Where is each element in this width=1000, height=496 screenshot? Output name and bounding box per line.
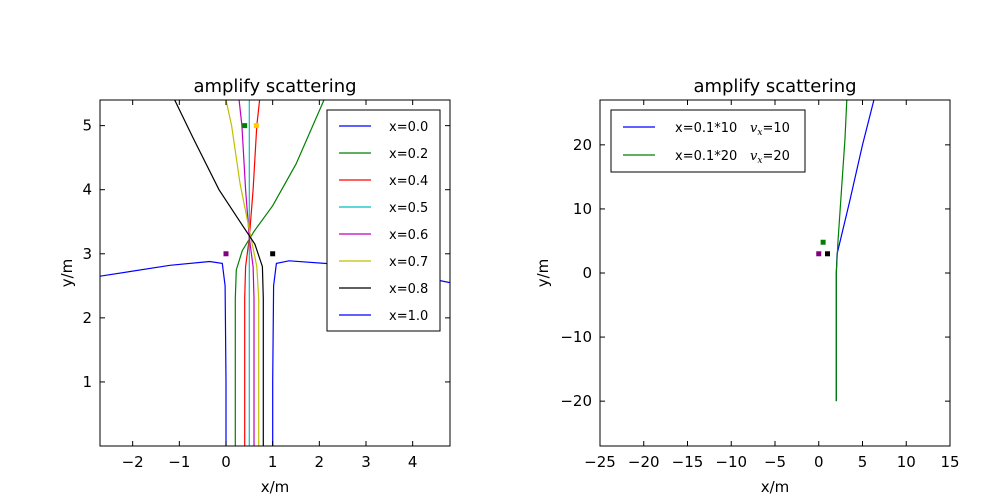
legend-label: x=0.6 xyxy=(389,228,428,243)
x-tick-label: 2 xyxy=(315,453,325,471)
x-tick-label: 4 xyxy=(408,453,418,471)
x-tick-label: 15 xyxy=(940,453,959,471)
series-line-0 xyxy=(100,260,227,446)
legend-label: x=0.0 xyxy=(389,120,428,135)
legend-math-label: vx=10 xyxy=(750,121,790,138)
legend-box xyxy=(610,109,806,173)
chart-right: amplify scattering −25 −20 −15 −10 −5 0 5 10 15−… xyxy=(534,76,960,496)
y-axis-label: y/m xyxy=(534,259,552,288)
x-tick-label: −2 xyxy=(122,453,144,471)
point-marker-3 xyxy=(270,251,276,257)
y-tick-label: −10 xyxy=(560,328,592,346)
x-tick-label: 1 xyxy=(268,453,278,471)
x-tick-label: −5 xyxy=(764,453,786,471)
x-tick-label: −15 xyxy=(672,453,704,471)
y-tick-label: 0 xyxy=(582,264,592,282)
y-tick-label: −20 xyxy=(560,392,592,410)
x-tick-label: 5 xyxy=(858,453,868,471)
x-tick-label: −10 xyxy=(715,453,747,471)
x-tick-label: 3 xyxy=(361,453,371,471)
chart-title: amplify scattering xyxy=(193,76,356,97)
legend-entries: x=0.1*10 vx=10 x=0.1*20 vx=20 xyxy=(623,121,790,166)
y-tick-label: 1 xyxy=(82,373,92,391)
x-tick-label: 0 xyxy=(814,453,824,471)
x-tick-label: 0 xyxy=(221,453,231,471)
legend: x=0.0 x=0.2 x=0.4 x=0.5 x=0.6 x=0.7 x=0.8 x=1.0 xyxy=(326,109,441,332)
y-tick-label: 5 xyxy=(82,117,92,135)
point-marker-1 xyxy=(816,251,822,257)
legend-label: x=0.1*20 xyxy=(675,149,737,164)
chart-left: amplify scattering −2 −1 0 1 2 3 4 1 2 3 4 5 x/m y/… xyxy=(58,76,451,496)
x-axis-label: x/m xyxy=(261,478,290,496)
point-marker-0 xyxy=(820,239,826,245)
legend-label: x=0.7 xyxy=(389,255,428,270)
axis-ticks: −25 −20 −15 −10 −5 0 5 10 15 −20 −10 0 10 20 xyxy=(560,100,960,471)
x-tick-label: −1 xyxy=(168,453,190,471)
legend-label: x=0.4 xyxy=(389,174,428,189)
point-marker-0 xyxy=(242,123,248,129)
point-marker-2 xyxy=(223,251,229,257)
y-tick-label: 20 xyxy=(573,136,592,154)
y-axis-label: y/m xyxy=(58,259,76,288)
y-tick-label: 4 xyxy=(82,181,92,199)
x-tick-label: −20 xyxy=(628,453,660,471)
legend-math-label: vx=20 xyxy=(750,149,790,166)
series-line-1 xyxy=(234,100,325,446)
chart-title: amplify scattering xyxy=(693,76,856,97)
y-tick-label: 3 xyxy=(82,245,92,263)
plot-frame xyxy=(99,99,451,447)
legend-label: x=0.8 xyxy=(389,282,428,297)
marker-group xyxy=(816,239,830,257)
y-tick-label: 2 xyxy=(82,309,92,327)
y-tick-label: 10 xyxy=(573,200,592,218)
axis-ticks: −2 −1 0 1 2 3 4 1 2 3 4 5 xyxy=(82,100,450,471)
legend: x=0.1*10 vx=10 x=0.1*20 vx=20 xyxy=(610,109,806,173)
legend-label: x=0.1*10 xyxy=(675,121,737,136)
legend-label: x=1.0 xyxy=(389,309,428,324)
series-line-6 xyxy=(174,100,264,446)
series-line-5 xyxy=(225,100,260,446)
series-line-1 xyxy=(835,100,848,402)
x-axis-label: x/m xyxy=(761,478,790,496)
series-line-0 xyxy=(835,100,875,402)
legend-entries: x=0.0 x=0.2 x=0.4 x=0.5 x=0.6 x=0.7 x=0.8 x=1.0 xyxy=(339,120,428,324)
series-group xyxy=(100,100,450,446)
marker-group xyxy=(223,123,276,257)
legend-label: x=0.2 xyxy=(389,147,428,162)
legend-box xyxy=(326,109,441,332)
x-tick-label: −25 xyxy=(584,453,616,471)
x-tick-label: 10 xyxy=(897,453,916,471)
series-group xyxy=(835,100,875,402)
point-marker-2 xyxy=(825,251,830,257)
point-marker-1 xyxy=(253,123,259,129)
legend-label: x=0.5 xyxy=(389,201,428,216)
series-line-4 xyxy=(238,100,255,446)
